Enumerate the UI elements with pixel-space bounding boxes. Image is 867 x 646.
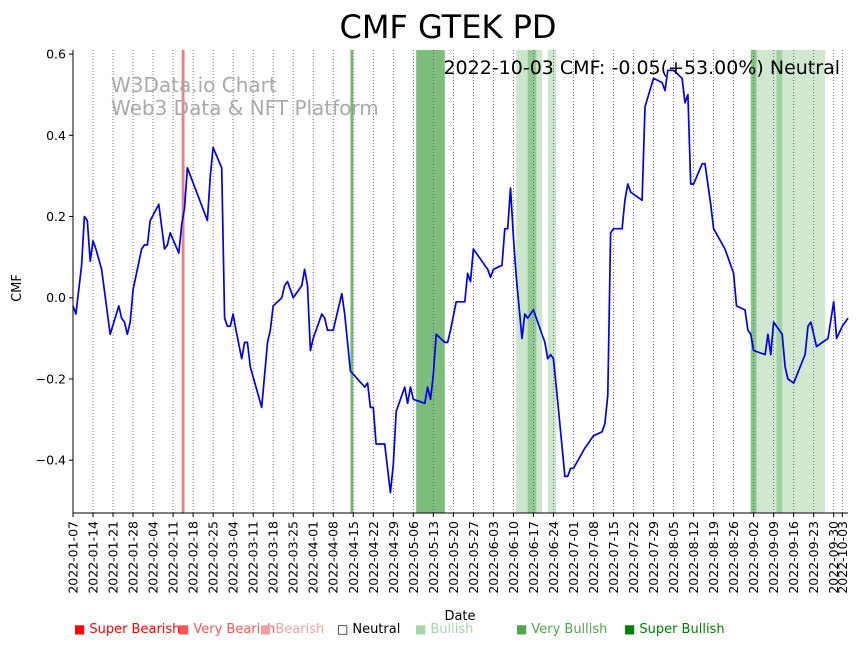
annotation-text: 2022-10-03 CMF: -0.05(+53.00%) Neutral: [443, 57, 840, 79]
legend-super-bullish: ■ Super Bullish: [624, 622, 725, 637]
band-very-bullish-2: [416, 50, 445, 513]
y-tick-label: 0.0: [46, 290, 66, 305]
x-tick-label: 2022-03-04: [226, 521, 241, 594]
y-tick-label: −0.2: [36, 371, 66, 386]
x-tick-label: 2022-09-23: [806, 521, 821, 594]
y-tick-label: 0.6: [46, 47, 66, 62]
legend-label: Bullish: [430, 622, 474, 637]
x-tick-label: 2022-07-29: [646, 521, 661, 594]
legend-swatch-icon: ■: [260, 622, 272, 636]
band-very-bearish-0: [181, 50, 185, 513]
x-tick-label: 2022-04-29: [386, 521, 401, 594]
band-bullish-6: [750, 50, 826, 513]
x-tick-label: 2022-01-21: [106, 521, 121, 594]
band-very-bullish-4: [527, 50, 537, 513]
y-tick-label: 0.4: [46, 128, 66, 143]
x-tick-label: 2022-08-05: [666, 521, 681, 594]
legend-label: Super Bullish: [639, 622, 725, 637]
y-axis-ticks: 0.6 0.4 0.2 0.0 −0.2 −0.4: [36, 47, 73, 468]
x-tick-label: 2022-07-15: [606, 521, 621, 594]
x-tick-label: 2022-05-27: [466, 521, 481, 594]
legend-neutral: □ Neutral: [337, 622, 400, 637]
x-tick-label: 2022-03-25: [286, 521, 301, 594]
x-tick-label: 2022-06-03: [486, 521, 501, 594]
signal-bands: [181, 50, 826, 513]
x-axis-label: Date: [444, 609, 475, 624]
x-tick-label: 2022-06-24: [546, 521, 561, 594]
x-tick-label: 2022-01-28: [126, 521, 141, 594]
x-tick-label: 2022-07-01: [566, 521, 581, 594]
legend-swatch-icon: □: [337, 622, 349, 636]
x-tick-label: 2022-10-03: [835, 521, 850, 594]
x-tick-label: 2022-03-18: [266, 521, 281, 594]
x-tick-label: 2022-04-01: [306, 521, 321, 594]
x-tick-label: 2022-09-02: [746, 521, 761, 594]
x-tick-label: 2022-05-20: [446, 521, 461, 594]
legend-very-bullish: ■ Very Bullish: [516, 622, 607, 637]
x-tick-label: 2022-05-06: [406, 521, 421, 594]
x-tick-label: 2022-02-11: [166, 521, 181, 594]
legend-swatch-icon: ■: [74, 622, 86, 636]
legend-label: Neutral: [352, 622, 401, 637]
legend-very-bearish: ■ Very Bearish: [178, 622, 275, 637]
x-tick-label: 2022-06-10: [506, 521, 521, 594]
legend-swatch-icon: ■: [624, 622, 636, 636]
x-tick-label: 2022-02-18: [186, 521, 201, 594]
x-tick-label: 2022-03-11: [246, 521, 261, 594]
x-tick-label: 2022-02-25: [206, 521, 221, 594]
x-tick-label: 2022-07-08: [586, 521, 601, 594]
x-tick-label: 2022-05-13: [426, 521, 441, 594]
y-tick-label: 0.2: [46, 209, 66, 224]
x-tick-label: 2022-08-12: [686, 521, 701, 594]
watermark-line-1: W3Data.io Chart: [111, 73, 277, 97]
x-axis-ticks: 2022-01-07 2022-01-14 2022-01-21 2022-01-28…: [66, 513, 850, 594]
x-tick-label: 2022-09-09: [766, 521, 781, 594]
legend-label: Very Bearish: [193, 622, 276, 637]
band-very-bullish-8: [776, 50, 783, 513]
chart-title: CMF GTEK PD: [339, 8, 556, 46]
x-tick-label: 2022-01-07: [66, 521, 81, 594]
legend-super-bearish: ■ Super Bearish: [74, 622, 180, 637]
band-very-bullish-1: [350, 50, 354, 513]
legend-bullish: ■ Bullish: [415, 622, 473, 637]
legend-label: Super Bearish: [89, 622, 181, 637]
x-tick-label: 2022-08-19: [706, 521, 721, 594]
plot-spines: [72, 50, 848, 514]
x-tick-label: 2022-08-26: [726, 521, 741, 594]
legend-bearish: ■ Bearish: [260, 622, 324, 637]
watermark-line-2: Web3 Data & NFT Platform: [111, 96, 379, 120]
cmf-series-line: [72, 69, 849, 494]
x-tick-label: 2022-04-15: [346, 521, 361, 594]
y-tick-label: −0.4: [36, 453, 66, 468]
y-axis-label: CMF: [10, 274, 25, 302]
legend-swatch-icon: ■: [415, 622, 427, 636]
legend-swatch-icon: ■: [178, 622, 190, 636]
x-tick-label: 2022-04-22: [366, 521, 381, 594]
x-tick-label: 2022-02-04: [146, 521, 161, 594]
legend-label: Bearish: [275, 622, 325, 637]
band-bullish-5: [547, 50, 557, 513]
x-tick-label: 2022-01-14: [86, 521, 101, 594]
x-tick-label: 2022-06-17: [526, 521, 541, 594]
legend-swatch-icon: ■: [516, 622, 528, 636]
legend-label: Very Bullish: [531, 622, 608, 637]
x-tick-label: 2022-07-22: [626, 521, 641, 594]
x-tick-label: 2022-04-08: [326, 521, 341, 594]
x-tick-label: 2022-09-30: [826, 521, 841, 594]
x-tick-label: 2022-09-16: [786, 521, 801, 594]
